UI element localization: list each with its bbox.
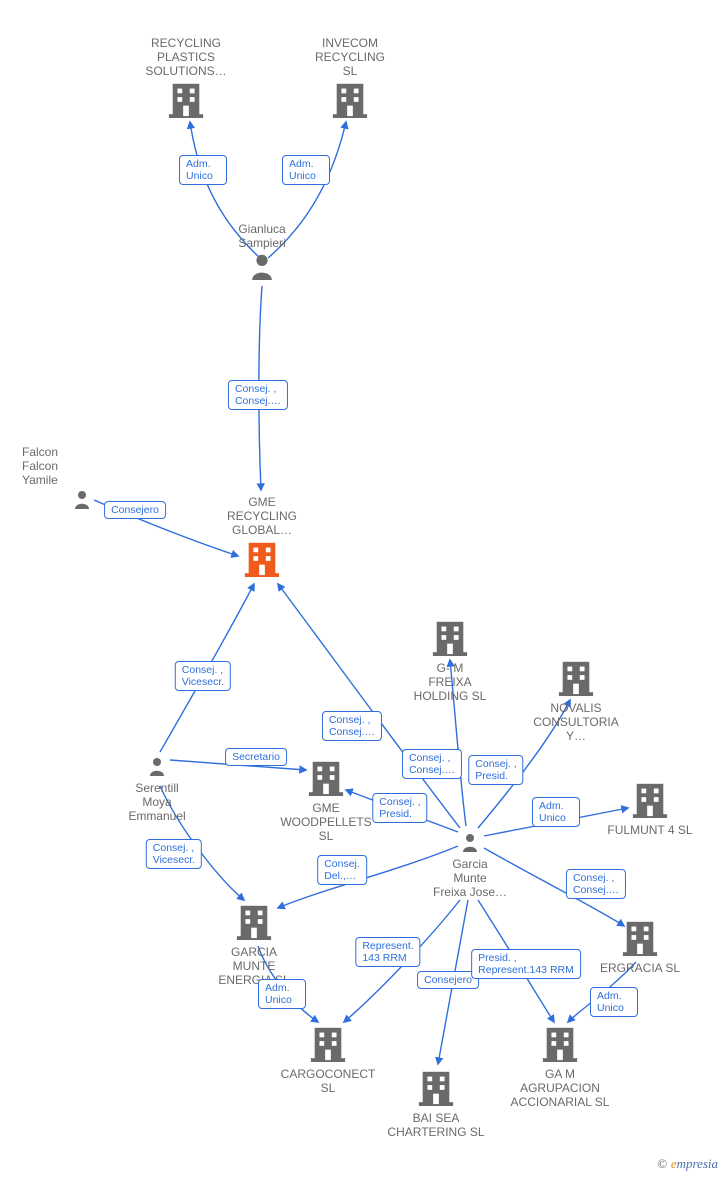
- edge-label-e12: Adm. Unico: [532, 797, 580, 827]
- person-icon: [410, 832, 530, 857]
- person-icon: [202, 252, 322, 285]
- edge-label-e11: Consej. , Presid.: [372, 793, 427, 823]
- edge-label-e19: Adm. Unico: [590, 987, 638, 1017]
- node-label: GA M AGRUPACION ACCIONARIAL SL: [500, 1067, 620, 1109]
- brand-rest: mpresia: [677, 1156, 718, 1171]
- building-icon: [516, 658, 636, 701]
- node-label: FULMUNT 4 SL: [590, 823, 710, 837]
- node-label: ERGRACIA SL: [580, 961, 700, 975]
- building-icon: [126, 80, 246, 123]
- node-label: GME RECYCLING GLOBAL…: [202, 495, 322, 537]
- node-label: Falcon Falcon Yamile: [22, 445, 142, 487]
- node-bai_sea[interactable]: BAI SEA CHARTERING SL: [376, 1068, 496, 1141]
- building-icon: [390, 618, 510, 661]
- edge-label-e13: Consej. Del.,…: [317, 855, 367, 885]
- node-gm_freixa[interactable]: G- M FREIXA HOLDING SL: [390, 618, 510, 705]
- node-garcia_person[interactable]: Garcia Munte Freixa Jose…: [410, 832, 530, 901]
- node-novalis[interactable]: NOVALIS CONSULTORIA Y…: [516, 658, 636, 745]
- node-cargoconect[interactable]: CARGOCONECT SL: [268, 1024, 388, 1097]
- edge-label-e7: Consej. , Vicesecr.: [146, 839, 202, 869]
- node-label: Garcia Munte Freixa Jose…: [410, 857, 530, 899]
- node-label: INVECOM RECYCLING SL: [290, 36, 410, 78]
- node-label: CARGOCONECT SL: [268, 1067, 388, 1095]
- edge-label-e6: Secretario: [225, 748, 287, 766]
- node-gme_recycling[interactable]: GME RECYCLING GLOBAL…: [202, 495, 322, 582]
- edge-label-e15: Represent. 143 RRM: [355, 937, 420, 967]
- edge-label-e4: Consejero: [104, 501, 166, 519]
- building-icon: [580, 918, 700, 961]
- node-label: RECYCLING PLASTICS SOLUTIONS…: [126, 36, 246, 78]
- node-label: G- M FREIXA HOLDING SL: [390, 661, 510, 703]
- edge-label-e17: Consejero: [417, 971, 479, 989]
- edge-label-e2: Adm. Unico: [282, 155, 330, 185]
- building-icon: [590, 780, 710, 823]
- watermark: © empresia: [657, 1156, 718, 1172]
- node-gme_wood[interactable]: GME WOODPELLETS SL: [266, 758, 386, 845]
- node-label: Gianluca Sampieri: [202, 222, 322, 250]
- edge-label-e8: Consej. , Consej.…: [322, 711, 382, 741]
- edge-label-e9: Consej. , Consej.…: [402, 749, 462, 779]
- node-label: BAI SEA CHARTERING SL: [376, 1111, 496, 1139]
- edge-label-e14: Consej. , Consej.…: [566, 869, 626, 899]
- edge-label-e18: Presid. , Represent.143 RRM: [471, 949, 581, 979]
- building-icon: [268, 1024, 388, 1067]
- edge-label-e1: Adm. Unico: [179, 155, 227, 185]
- person-icon: [97, 756, 217, 781]
- node-garcia_energia[interactable]: GARCIA MUNTE ENERGIA SL: [194, 902, 314, 989]
- node-label: GME WOODPELLETS SL: [266, 801, 386, 843]
- copyright-symbol: ©: [657, 1156, 667, 1171]
- node-label: Serentill Moya Emmanuel: [97, 781, 217, 823]
- node-serentill[interactable]: Serentill Moya Emmanuel: [97, 756, 217, 825]
- node-gam_agrup[interactable]: GA M AGRUPACION ACCIONARIAL SL: [500, 1024, 620, 1111]
- edge-label-e3: Consej. , Consej.…: [228, 380, 288, 410]
- edge-label-e5: Consej. , Vicesecr.: [175, 661, 231, 691]
- building-icon: [290, 80, 410, 123]
- node-gianluca[interactable]: Gianluca Sampieri: [202, 222, 322, 285]
- building-icon: [500, 1024, 620, 1067]
- diagram-canvas: RECYCLING PLASTICS SOLUTIONS… INVECOM RE…: [0, 0, 728, 1180]
- building-icon: [202, 539, 322, 582]
- edge-label-e16: Adm. Unico: [258, 979, 306, 1009]
- building-icon: [194, 902, 314, 945]
- edge-label-e10: Consej. , Presid.: [468, 755, 523, 785]
- node-invecom[interactable]: INVECOM RECYCLING SL: [290, 36, 410, 123]
- building-icon: [376, 1068, 496, 1111]
- node-ergracia[interactable]: ERGRACIA SL: [580, 918, 700, 977]
- node-label: NOVALIS CONSULTORIA Y…: [516, 701, 636, 743]
- node-fulmunt[interactable]: FULMUNT 4 SL: [590, 780, 710, 839]
- node-recycling_plastics[interactable]: RECYCLING PLASTICS SOLUTIONS…: [126, 36, 246, 123]
